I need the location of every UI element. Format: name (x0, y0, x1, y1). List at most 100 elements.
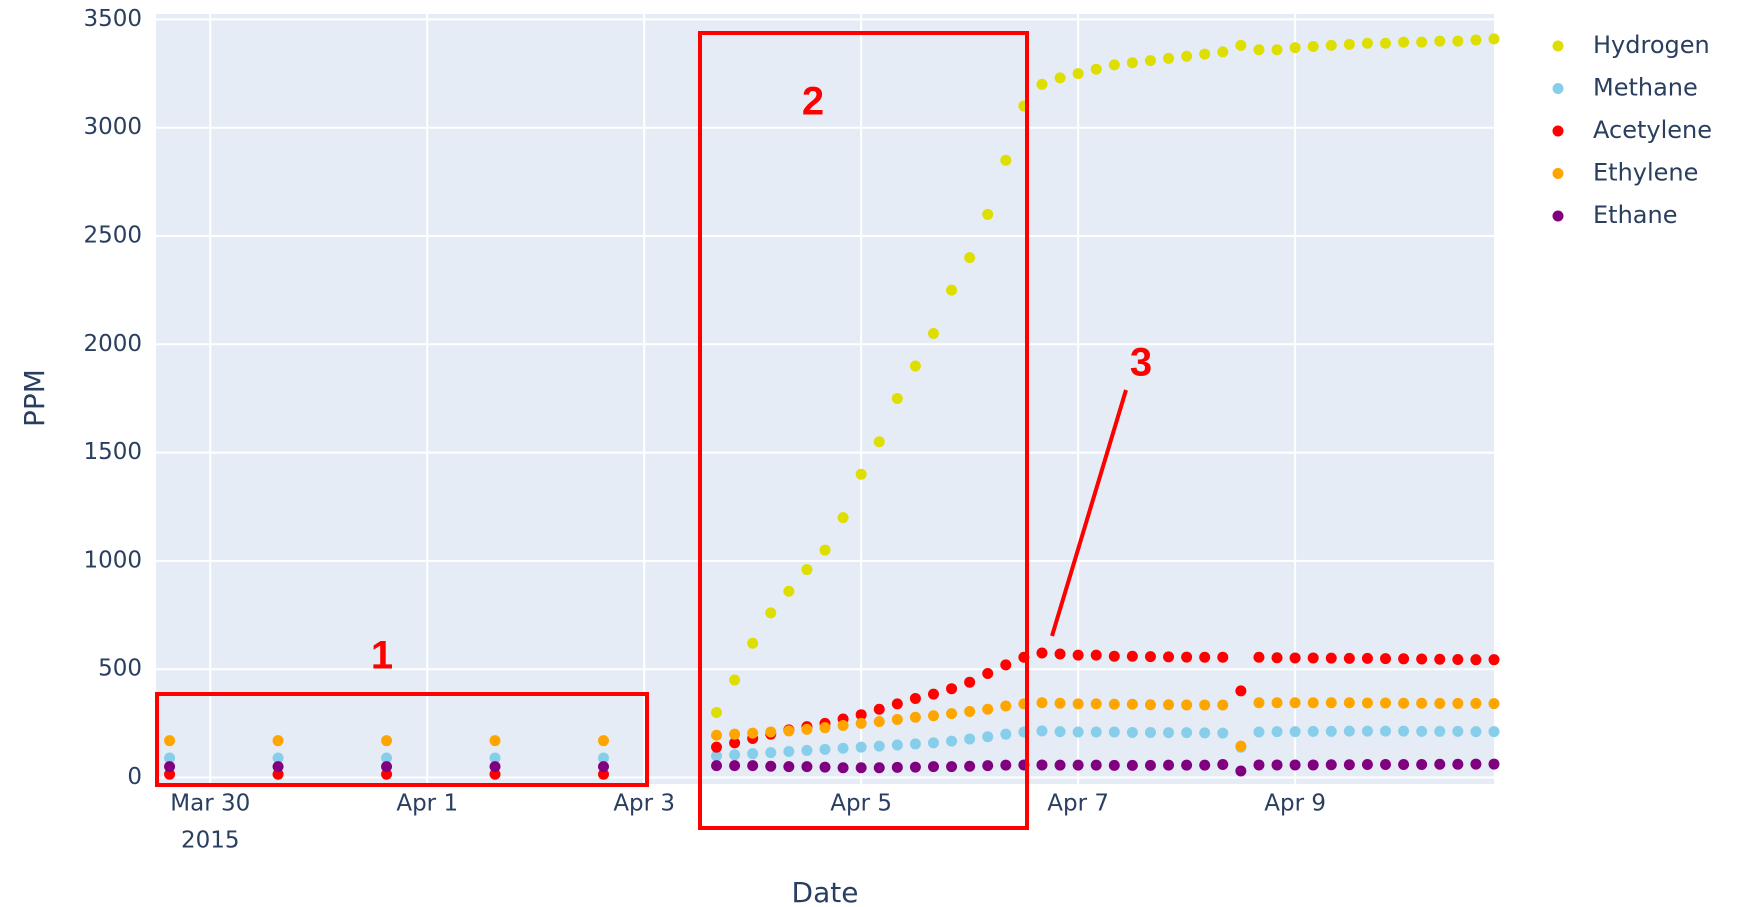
data-point (964, 252, 976, 264)
data-point (1343, 697, 1355, 709)
data-point (164, 761, 176, 773)
data-point (1126, 698, 1138, 710)
data-point (1217, 727, 1229, 739)
annotation-label: 1 (371, 634, 393, 678)
data-point (1488, 33, 1500, 45)
data-point (381, 768, 393, 780)
legend-label: Hydrogen (1593, 31, 1710, 59)
data-point (1434, 725, 1446, 737)
data-point (1343, 725, 1355, 737)
data-point (1108, 650, 1120, 662)
data-point (1000, 700, 1012, 712)
data-point (1434, 697, 1446, 709)
plot-background (156, 14, 1494, 784)
data-point (1289, 652, 1301, 664)
data-point (1054, 72, 1066, 84)
data-point (729, 749, 741, 761)
data-point (982, 668, 994, 680)
data-point (1307, 759, 1319, 771)
data-point (489, 735, 501, 747)
data-point (1398, 36, 1410, 48)
data-point (1470, 726, 1482, 738)
data-point (909, 738, 921, 750)
data-point (1072, 649, 1084, 661)
data-point (164, 768, 176, 780)
data-point (381, 735, 393, 747)
y-tick-label: 2000 (83, 331, 142, 357)
data-point (1054, 759, 1066, 771)
data-point (1452, 653, 1464, 665)
data-point (1307, 697, 1319, 709)
data-point (598, 752, 610, 764)
data-point (1434, 653, 1446, 665)
data-point (1488, 758, 1500, 770)
data-point (1380, 697, 1392, 709)
data-point (801, 564, 813, 576)
data-point (909, 360, 921, 372)
x-tick-label: Apr 3 (613, 791, 675, 817)
data-point (783, 725, 795, 737)
data-point (1325, 39, 1337, 51)
data-point (1271, 726, 1283, 738)
data-point (946, 683, 958, 695)
data-point (711, 760, 723, 772)
data-point (1000, 154, 1012, 166)
data-point (711, 750, 723, 762)
annotation-label: 2 (802, 80, 824, 124)
data-point (489, 761, 501, 773)
x-tick-label: Apr 7 (1047, 791, 1109, 817)
data-point (891, 392, 903, 404)
data-point (855, 709, 867, 721)
data-point (855, 468, 867, 480)
y-tick-label: 1500 (83, 439, 142, 465)
data-point (1416, 36, 1428, 48)
data-point (982, 703, 994, 715)
data-point (765, 760, 777, 772)
data-point (1307, 725, 1319, 737)
data-point (927, 688, 939, 700)
legend-marker (1552, 83, 1564, 94)
legend-label: Ethylene (1593, 159, 1698, 187)
data-point (1235, 765, 1247, 777)
data-point (1361, 725, 1373, 737)
data-point (489, 752, 501, 764)
data-point (1199, 48, 1211, 60)
legend-label: Methane (1593, 74, 1698, 102)
data-point (1126, 726, 1138, 738)
data-point (1163, 727, 1175, 739)
data-point (1090, 759, 1102, 771)
data-point (946, 708, 958, 720)
data-point (1054, 648, 1066, 660)
data-point (891, 739, 903, 751)
data-point (1000, 759, 1012, 771)
data-point (1090, 698, 1102, 710)
data-point (873, 762, 885, 774)
y-tick-label: 3500 (83, 6, 142, 32)
data-point (946, 761, 958, 773)
data-point (1271, 697, 1283, 709)
data-point (1289, 697, 1301, 709)
data-point (1271, 44, 1283, 56)
data-point (909, 711, 921, 723)
x-axis-title: Date (792, 876, 859, 907)
data-point (855, 717, 867, 729)
data-point (711, 741, 723, 753)
data-point (1072, 68, 1084, 80)
y-tick-label: 500 (98, 656, 142, 682)
data-point (1398, 697, 1410, 709)
data-point (1343, 759, 1355, 771)
data-point (1343, 38, 1355, 50)
data-point (1289, 726, 1301, 738)
data-point (1488, 726, 1500, 738)
data-point (982, 208, 994, 220)
data-point (765, 747, 777, 759)
data-point (1054, 726, 1066, 738)
y-tick-label: 1000 (83, 547, 142, 573)
data-point (1416, 653, 1428, 665)
data-point (873, 703, 885, 715)
data-point (1072, 726, 1084, 738)
data-point (801, 744, 813, 756)
data-point (1235, 685, 1247, 697)
data-point (1289, 759, 1301, 771)
data-point (1452, 758, 1464, 770)
